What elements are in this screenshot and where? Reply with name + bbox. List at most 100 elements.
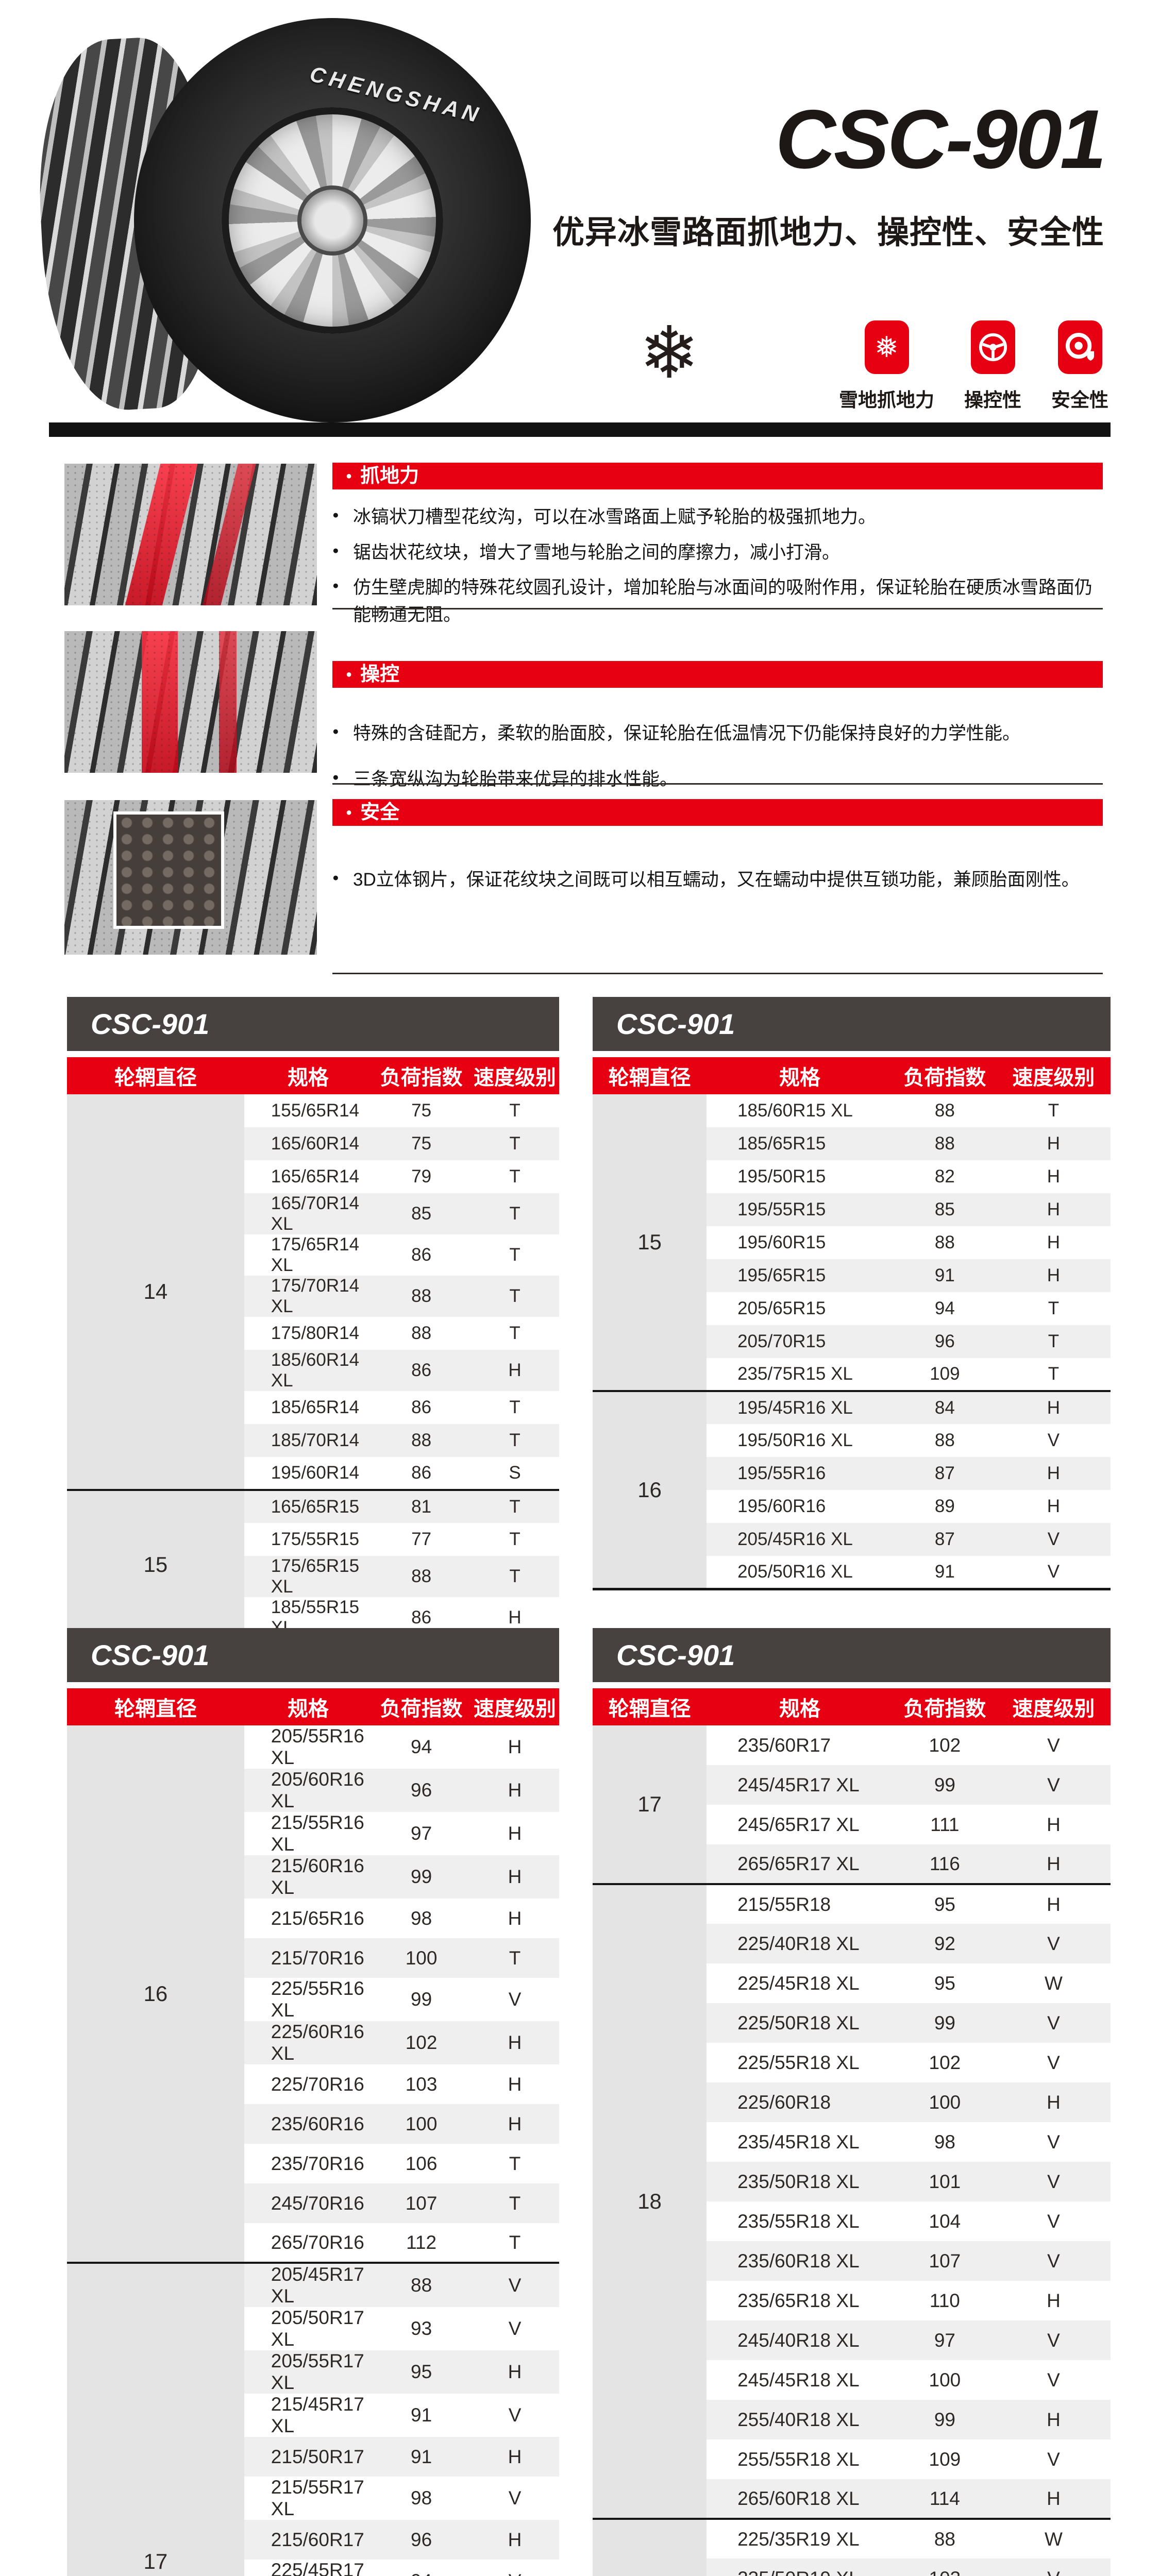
spec-row: 17 235/60R17 102 V	[593, 1725, 1111, 1884]
speed-rating-cell: T	[509, 1166, 520, 1187]
speed-rating-cell: H	[508, 1736, 522, 1757]
size-cell: 245/40R18 XL	[707, 2320, 893, 2360]
speed-rating-cell: V	[996, 1924, 1111, 1963]
speed-rating-cell: H	[996, 1883, 1111, 1924]
spec-table-bottom-left: CSC-901 轮辋直径 规格 负荷指数 速度级别 16 205/55R16 XL…	[67, 1628, 559, 2576]
load-index-cell: 110	[929, 2290, 960, 2311]
tire-sidewall	[134, 18, 531, 422]
feature-bullet: 3D立体钢片，保证花纹块之间既可以相互蠕动，又在蠕动中提供互锁功能，兼顾胎面刚性…	[332, 867, 1103, 894]
size-cell: 215/55R18	[707, 1883, 893, 1924]
page-title: CSC-901	[775, 93, 1106, 186]
size-cell: 175/70R14 XL	[244, 1276, 373, 1317]
speed-rating-cell: T	[509, 1100, 520, 1121]
load-index-cell: 102	[372, 2021, 471, 2064]
size-cell: 235/50R19 XL	[707, 2558, 893, 2576]
spec-row: 245/70R16 107 T	[67, 2183, 559, 2223]
load-index-cell: 88	[934, 1232, 955, 1252]
spec-row: 165/60R14 75 T	[67, 1127, 559, 1160]
size-cell: 175/65R14 XL	[271, 1234, 360, 1275]
size-cell: 165/70R14 XL	[244, 1193, 373, 1234]
feature-bullet: 特殊的含硅配方，柔软的胎面胶，保证轮胎在低温情况下仍能保持良好的力学性能。	[332, 720, 1103, 748]
spec-row: 215/45R17 XL 91 V	[67, 2394, 559, 2437]
size-cell: 205/45R16 XL	[707, 1523, 893, 1556]
spec-row: 235/70R16 106 T	[67, 2144, 559, 2183]
load-index-cell: 116	[893, 1844, 997, 1884]
spec-row: 195/60R14 86 S	[67, 1457, 559, 1490]
load-index-cell: 91	[372, 2437, 471, 2477]
speed-rating-cell: V	[1047, 1734, 1060, 1756]
size-cell: 175/55R15	[271, 1529, 360, 1549]
size-cell: 225/55R18 XL	[737, 2052, 860, 2073]
size-cell: 205/50R17 XL	[271, 2307, 364, 2350]
load-index-cell: 99	[411, 1989, 432, 2010]
size-cell: 215/60R16 XL	[244, 1855, 373, 1899]
size-cell: 175/80R14	[271, 1323, 360, 1343]
load-index-cell: 88	[893, 2518, 997, 2558]
size-cell: 245/45R18 XL	[737, 2369, 860, 2391]
rim-diameter-cell: 15	[67, 1489, 244, 1640]
spec-row: 235/55R18 XL 104 V	[593, 2201, 1111, 2241]
load-index-cell: 102	[929, 1734, 961, 1756]
size-cell: 195/55R16	[707, 1457, 893, 1490]
load-index-cell: 91	[893, 1259, 997, 1292]
speed-rating-cell: H	[470, 2021, 559, 2064]
speed-rating-cell: V	[470, 2560, 559, 2576]
load-index-cell: 99	[893, 1765, 997, 1805]
load-index-cell: 98	[411, 2487, 432, 2509]
feature-title-safety: 安全	[332, 799, 1103, 826]
spec-row: 225/55R18 XL 102 V	[593, 2043, 1111, 2082]
speed-rating-cell: T	[509, 2153, 521, 2174]
size-cell: 195/50R15	[737, 1166, 826, 1187]
speed-rating-cell: T	[470, 1424, 559, 1457]
size-cell: 265/65R17 XL	[707, 1844, 893, 1884]
load-index-cell: 104	[929, 2210, 961, 2232]
speed-rating-cell: T	[1048, 1364, 1060, 1384]
section-divider	[332, 973, 1103, 974]
speed-rating-cell: T	[470, 1938, 559, 1978]
spec-row: 225/50R18 XL 99 V	[593, 2003, 1111, 2043]
size-cell: 205/55R17 XL	[244, 2350, 373, 2394]
rim-diameter-cell: 14	[67, 1094, 244, 1490]
speed-rating-cell: T	[470, 1556, 559, 1597]
spec-row: 255/55R18 XL 109 V	[593, 2439, 1111, 2479]
spec-table-top-right: CSC-901 轮辋直径 规格 负荷指数 速度级别 15 185/60R15 XL…	[593, 997, 1111, 1590]
spec-row: 165/65R14 79 T	[67, 1160, 559, 1193]
size-cell: 205/50R16 XL	[737, 1561, 853, 1582]
size-cell: 185/65R14	[271, 1397, 360, 1417]
load-index-cell: 98	[411, 1907, 432, 1929]
speed-rating-cell: H	[1047, 1166, 1061, 1187]
feature-photo-handling	[64, 631, 317, 773]
load-index-cell: 95	[893, 1883, 997, 1924]
speed-rating-cell: H	[470, 2437, 559, 2477]
speed-rating-cell: T	[470, 1489, 559, 1523]
size-cell: 235/65R18 XL	[737, 2290, 860, 2311]
size-cell: 225/60R16 XL	[244, 2021, 373, 2064]
load-index-cell: 94	[372, 2560, 470, 2576]
load-index-cell: 86	[411, 1397, 432, 1417]
spec-row: 235/50R19 XL103V	[593, 2558, 1111, 2576]
spec-row: 215/50R17 91 H	[67, 2437, 559, 2477]
spec-row: 15 165/65R15 81 T	[67, 1489, 559, 1640]
col-rim-diameter: 轮辋直径	[608, 1066, 691, 1089]
load-index-cell: 109	[929, 2448, 961, 2470]
spec-row: 205/70R15 96 T	[593, 1325, 1111, 1358]
badge-label: 操控性	[964, 389, 1021, 411]
spec-data-table: 17 235/60R17 102 V 245/45R17 XL 99 V 245/65R17 …	[593, 1725, 1111, 2576]
speed-rating-cell: T	[470, 1276, 559, 1317]
speed-rating-cell: H	[508, 2073, 522, 2095]
size-cell: 235/60R16	[244, 2104, 373, 2144]
section-divider	[332, 783, 1103, 785]
section-divider	[332, 608, 1103, 609]
size-cell: 235/75R15 XL	[737, 1364, 853, 1384]
speed-rating-cell: H	[470, 1350, 559, 1391]
size-cell: 205/45R17 XL	[244, 2262, 373, 2307]
size-cell: 165/65R15	[244, 1489, 373, 1523]
size-cell: 245/45R17 XL	[707, 1765, 893, 1805]
speed-rating-cell: H	[470, 1769, 559, 1812]
spec-row: 235/65R18 XL 110 H	[593, 2281, 1111, 2320]
spec-row: 225/55R16 XL 99 V	[67, 1978, 559, 2021]
spec-row: 255/40R18 XL 99 H	[593, 2400, 1111, 2439]
load-index-cell: 96	[893, 1325, 997, 1358]
load-index-cell: 87	[893, 1523, 997, 1556]
